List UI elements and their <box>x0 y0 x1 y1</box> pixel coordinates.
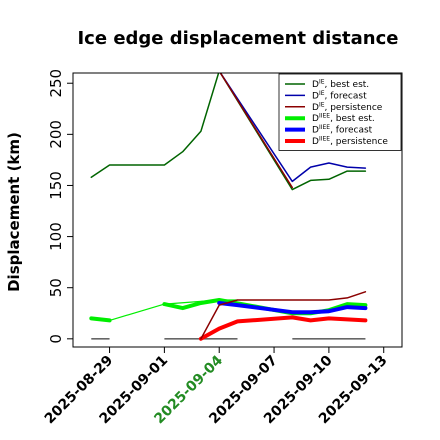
series-line-2 <box>219 73 294 189</box>
y-tick-label: 0 <box>47 334 65 344</box>
y-tick-label: 100 <box>47 222 65 251</box>
chart-title: Ice edge displacement distance <box>77 28 398 49</box>
series-line-7 <box>198 315 368 341</box>
series-line-0 <box>90 73 367 191</box>
y-tick-label: 250 <box>47 69 65 98</box>
series-line-8 <box>200 291 367 340</box>
legend-entry: DIIEE, forecast <box>312 124 373 136</box>
legend-entry: DIE, forecast <box>312 90 367 102</box>
y-tick-label: 150 <box>47 171 65 200</box>
series-line-1 <box>219 73 367 183</box>
legend-entry: DIIEE, best est. <box>312 113 375 125</box>
legend-entry: DIIEE, persistence <box>312 136 388 148</box>
y-axis-label: Displacement (km) <box>5 132 23 292</box>
series-group <box>89 73 368 341</box>
legend-entry: DIE, persistence <box>312 101 383 113</box>
y-tick-label: 50 <box>47 278 65 297</box>
series-line-6 <box>217 301 368 315</box>
plot-frame <box>72 72 403 348</box>
legend-entry: DIE, best est. <box>312 79 369 91</box>
legend-box <box>278 73 402 151</box>
series-line-3 <box>89 316 112 323</box>
y-tick-label: 200 <box>47 120 65 149</box>
